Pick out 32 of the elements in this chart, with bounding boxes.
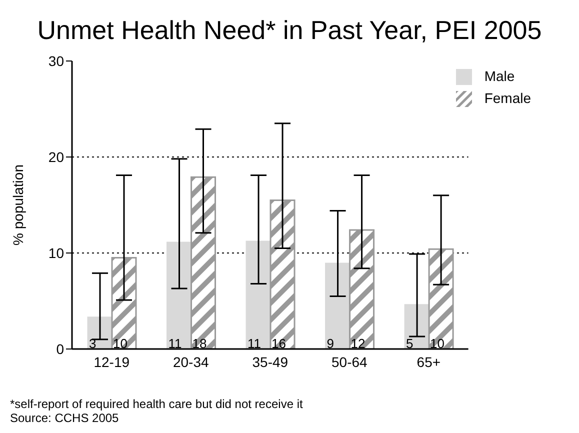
y-tick-label: 30 <box>48 52 64 69</box>
x-tick-label: 12-19 <box>94 354 130 370</box>
bar <box>166 242 192 349</box>
x-tick-label: 20-34 <box>172 354 210 370</box>
bar <box>270 199 296 349</box>
bar <box>349 229 375 349</box>
bar <box>111 257 137 349</box>
data-label: 18 <box>192 336 207 351</box>
y-tick-label: 20 <box>48 148 64 165</box>
y-tick-label: 0 <box>56 340 64 357</box>
x-tick-label: 50-64 <box>332 354 368 370</box>
bar <box>246 240 272 349</box>
data-label: 9 <box>326 336 334 351</box>
data-label: 10 <box>113 336 128 351</box>
source-note: Source: CCHS 2005 <box>10 411 120 425</box>
x-tick-label: 35-49 <box>252 354 288 370</box>
legend-label: Female <box>484 90 531 106</box>
bar <box>325 262 351 349</box>
x-tick-label: 65+ <box>416 354 441 370</box>
data-label: 5 <box>406 336 414 351</box>
data-label: 16 <box>272 336 286 351</box>
text: *self-report of required health care but did not receive it <box>10 397 304 411</box>
data-label: 11 <box>248 336 262 351</box>
bar <box>190 176 216 349</box>
y-tick-label: 10 <box>48 244 64 261</box>
data-label: 11 <box>168 336 182 351</box>
bar <box>428 248 454 349</box>
y-axis-title: % population <box>10 164 26 246</box>
chart-title: Unmet Health Need* in Past Year, PEI 2005 <box>36 14 543 47</box>
data-label: 10 <box>430 336 445 351</box>
data-label: 12 <box>350 336 366 351</box>
legend-label: Male <box>484 68 515 84</box>
